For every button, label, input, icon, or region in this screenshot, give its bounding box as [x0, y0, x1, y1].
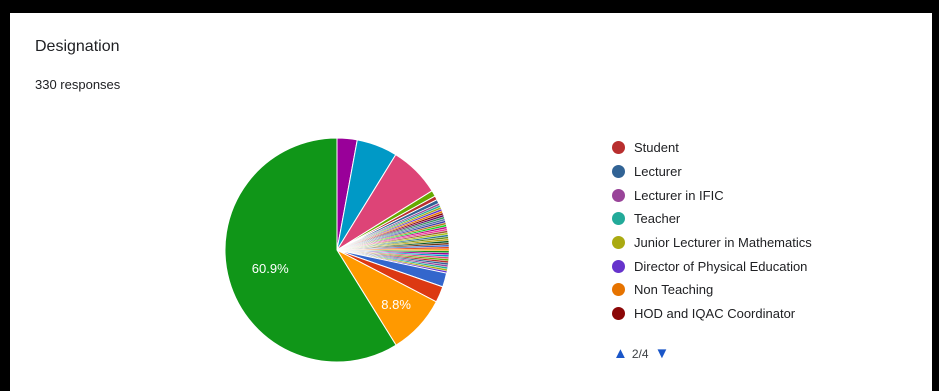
legend-pager: ▲ 2/4 ▼ — [613, 346, 669, 361]
legend-label: HOD and IQAC Coordinator — [634, 306, 796, 322]
legend-label: Director of Physical Education — [634, 258, 808, 274]
pie-chart: 8.8% 60.9% — [224, 137, 450, 363]
legend-entry[interactable]: Lecturer — [612, 160, 812, 184]
legend-swatch — [612, 259, 625, 273]
legend-swatch — [612, 141, 625, 155]
slice-percent-label: 8.8% — [381, 297, 411, 312]
legend: Student Lecturer Lecturer in IFIC Teacher Ju… — [612, 136, 812, 326]
legend-label: Lecturer in IFIC — [634, 187, 724, 203]
legend-entry[interactable]: Student — [612, 136, 812, 160]
legend-label: Lecturer — [634, 164, 682, 180]
legend-label: Student — [634, 140, 679, 156]
legend-entry[interactable]: Junior Lecturer in Mathematics — [612, 231, 812, 255]
legend-label: Teacher — [634, 211, 681, 227]
legend-swatch — [612, 212, 625, 226]
legend-entry[interactable]: Teacher — [612, 207, 812, 231]
slice-percent-label: 60.9% — [252, 261, 289, 276]
legend-entry[interactable]: HOD and IQAC Coordinator — [612, 302, 812, 326]
legend-page-indicator: 2/4 — [631, 346, 649, 361]
legend-entry[interactable]: Non Teaching — [612, 278, 812, 302]
response-count: 330 responses — [35, 77, 121, 92]
legend-swatch — [612, 283, 625, 297]
legend-swatch — [612, 307, 625, 321]
legend-swatch — [612, 188, 625, 202]
legend-label: Non Teaching — [634, 282, 714, 298]
legend-label: Junior Lecturer in Mathematics — [634, 235, 812, 251]
legend-next-page-icon[interactable]: ▼ — [654, 345, 670, 362]
chart-title: Designation — [35, 38, 120, 55]
legend-swatch — [612, 236, 625, 250]
legend-entry[interactable]: Director of Physical Education — [612, 254, 812, 278]
legend-prev-page-icon[interactable]: ▲ — [613, 345, 628, 362]
pie-slice[interactable] — [224, 137, 397, 363]
legend-swatch — [612, 165, 625, 179]
chart-card: Designation 330 responses 8.8% 60.9% Stud… — [10, 13, 932, 391]
legend-entry[interactable]: Lecturer in IFIC — [612, 183, 812, 207]
